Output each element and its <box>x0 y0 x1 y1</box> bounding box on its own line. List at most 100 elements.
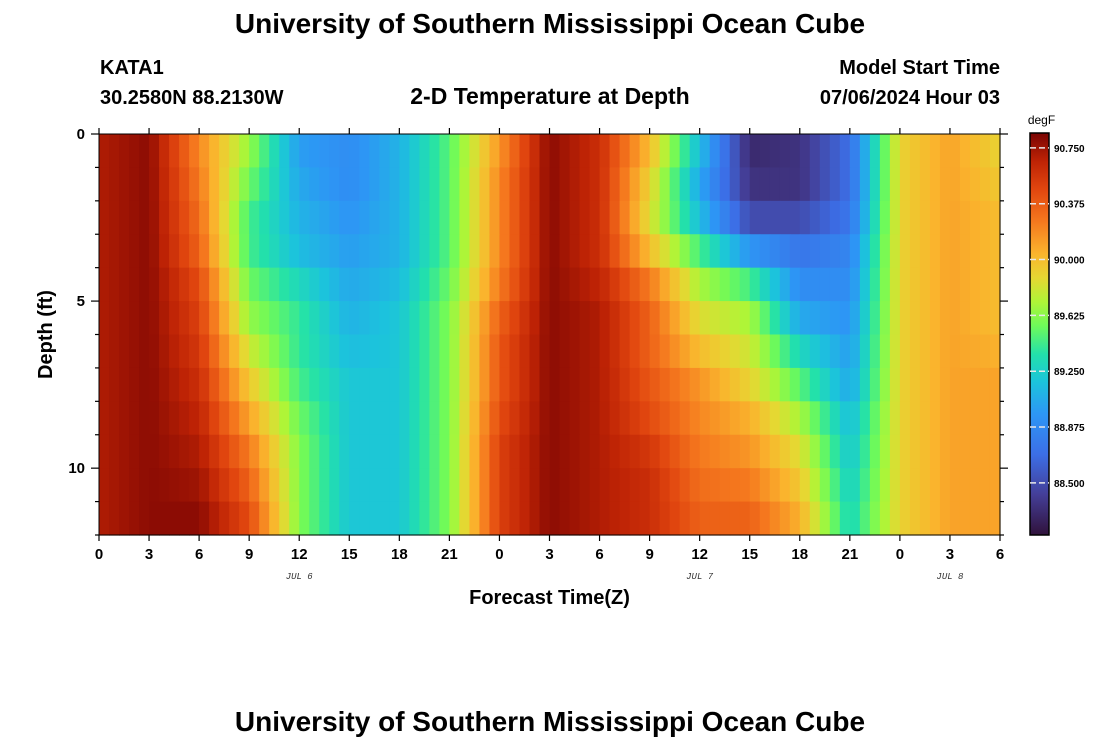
heatmap-cell <box>729 200 741 235</box>
heatmap-cell <box>929 167 941 202</box>
heatmap-cell <box>909 334 921 369</box>
heatmap-cell <box>719 200 731 235</box>
heatmap-cell <box>449 267 460 302</box>
heatmap-cell <box>349 401 360 436</box>
heatmap-cell <box>499 334 511 369</box>
heatmap-cell <box>809 367 821 402</box>
heatmap-cell <box>629 200 641 235</box>
heatmap-cell <box>919 167 931 202</box>
heatmap-cell <box>359 401 370 436</box>
heatmap-cell <box>149 501 160 536</box>
heatmap-cell <box>129 367 140 402</box>
heatmap-cell <box>199 200 210 235</box>
heatmap-cell <box>149 301 160 336</box>
heatmap-cell <box>749 234 761 269</box>
heatmap-cell <box>809 234 821 269</box>
heatmap-cell <box>99 434 110 469</box>
heatmap-cell <box>889 267 901 302</box>
heatmap-cell <box>479 401 491 436</box>
heatmap-cell <box>379 434 390 469</box>
heatmap-cell <box>879 200 891 235</box>
heatmap-cell <box>479 468 491 503</box>
heatmap-cell <box>239 334 250 369</box>
heatmap-cell <box>649 234 661 269</box>
heatmap-cell <box>719 167 731 202</box>
heatmap-cell <box>419 501 430 536</box>
heatmap-cell <box>399 501 410 536</box>
heatmap-cell <box>799 434 811 469</box>
heatmap-cell <box>439 234 450 269</box>
heatmap-cell <box>169 234 180 269</box>
heatmap-cell <box>879 234 891 269</box>
heatmap-cell <box>559 468 571 503</box>
colorbar-tick-label: 89.625 <box>1054 311 1085 322</box>
colorbar-unit: degF <box>1028 113 1055 127</box>
heatmap-cell <box>589 434 601 469</box>
heatmap-cell <box>259 301 270 336</box>
heatmap-cell <box>549 501 561 536</box>
heatmap-cell <box>329 367 340 402</box>
heatmap-cell <box>239 234 250 269</box>
heatmap-cell <box>249 367 260 402</box>
heatmap-cell <box>279 367 290 402</box>
heatmap-cell <box>709 301 721 336</box>
heatmap-cell <box>579 501 591 536</box>
heatmap-cell <box>169 434 180 469</box>
heatmap-cell <box>389 301 400 336</box>
heatmap-cell <box>589 134 601 169</box>
heatmap-cell <box>289 267 300 302</box>
heatmap-cell <box>889 167 901 202</box>
heatmap-cell <box>519 468 531 503</box>
heatmap-cell <box>479 367 491 402</box>
heatmap-cell <box>439 334 450 369</box>
heatmap-cell <box>479 267 491 302</box>
heatmap-cell <box>289 134 300 169</box>
heatmap-cell <box>539 301 551 336</box>
heatmap-cell <box>229 401 240 436</box>
heatmap-cell <box>459 501 471 536</box>
heatmap-cell <box>659 301 671 336</box>
heatmap-cell <box>769 134 781 169</box>
heatmap-cell <box>879 134 891 169</box>
heatmap-cell <box>889 134 901 169</box>
heatmap-cell <box>559 501 571 536</box>
heatmap-cell <box>229 367 240 402</box>
heatmap-cell <box>789 167 801 202</box>
heatmap-cell <box>239 501 250 536</box>
heatmap-cell <box>549 367 561 402</box>
heatmap-cell <box>599 134 611 169</box>
heatmap-cell <box>599 367 611 402</box>
heatmap-cell <box>229 234 240 269</box>
heatmap-cell <box>709 334 721 369</box>
heatmap-cell <box>719 367 731 402</box>
heatmap-cell <box>109 367 120 402</box>
heatmap-cell <box>119 234 130 269</box>
heatmap-cell <box>259 501 270 536</box>
heatmap-cell <box>679 301 691 336</box>
heatmap-cell <box>919 234 931 269</box>
heatmap-cell <box>649 401 661 436</box>
heatmap-cell <box>949 167 961 202</box>
heatmap-cell <box>579 434 591 469</box>
heatmap-cell <box>939 501 951 536</box>
heatmap-cell <box>379 267 390 302</box>
heatmap-cell <box>109 401 120 436</box>
x-axis-title: Forecast Time(Z) <box>469 587 630 609</box>
heatmap-cell <box>179 200 190 235</box>
heatmap-cell <box>179 267 190 302</box>
heatmap-cell <box>249 501 260 536</box>
heatmap-cell <box>179 501 190 536</box>
x-tick-label: 3 <box>545 546 553 563</box>
heatmap-cell <box>109 468 120 503</box>
heatmap-cell <box>909 301 921 336</box>
heatmap-cell <box>769 367 781 402</box>
heatmap-cell <box>599 167 611 202</box>
heatmap-cell <box>479 434 491 469</box>
heatmap-cell <box>269 234 280 269</box>
heatmap-cell <box>659 334 671 369</box>
heatmap-cell <box>979 501 991 536</box>
heatmap-cell <box>859 200 871 235</box>
heatmap-cell <box>829 134 841 169</box>
heatmap-cell <box>299 401 310 436</box>
heatmap-cell <box>669 334 681 369</box>
